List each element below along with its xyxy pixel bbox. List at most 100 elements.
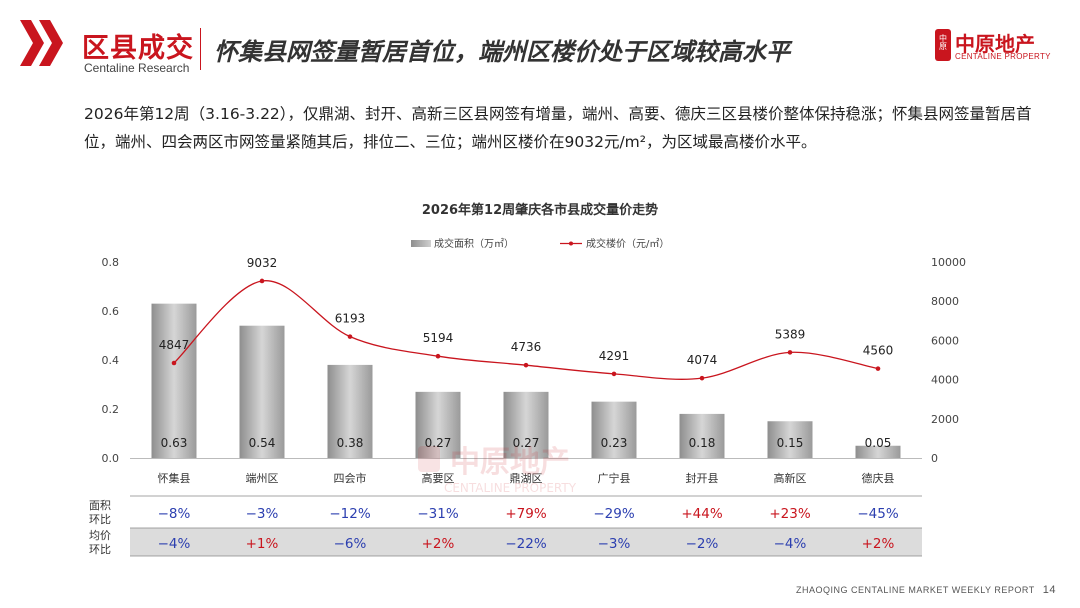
table-row-label: 面积 — [89, 499, 111, 512]
price-value-label: 4291 — [599, 349, 630, 363]
price-point — [435, 353, 441, 359]
section-subtitle: Centaline Research — [84, 61, 190, 75]
legend-bar-swatch — [411, 240, 431, 247]
y-left-tick-label: 0.0 — [102, 452, 120, 465]
table-cell: +2% — [862, 536, 895, 552]
bar-value-label: 0.18 — [689, 436, 716, 450]
price-point — [699, 375, 705, 381]
y-right-tick-label: 4000 — [931, 374, 959, 387]
table-cell: −3% — [246, 506, 279, 522]
y-left-tick-label: 0.2 — [102, 403, 120, 416]
x-tick-label: 高要区 — [422, 471, 455, 485]
price-line — [173, 280, 879, 380]
price-value-label: 5389 — [775, 327, 806, 341]
bar-value-label: 0.63 — [161, 436, 188, 450]
header-divider — [200, 28, 201, 70]
y-right-tick-label: 8000 — [931, 295, 959, 308]
logo-text-cn: 中原地产 — [955, 32, 1035, 56]
price-value-label: 5194 — [423, 331, 454, 345]
chart-title: 2026年第12周肇庆各市县成交量价走势 — [422, 202, 658, 218]
legend-bar-label: 成交面积（万㎡） — [434, 237, 514, 250]
y-left-tick-label: 0.4 — [102, 354, 120, 367]
x-tick-label: 鼎湖区 — [510, 472, 543, 485]
table-cell: −6% — [334, 536, 367, 552]
price-point — [787, 350, 793, 355]
table-cell: −2% — [686, 536, 719, 552]
bar-value-label: 0.38 — [337, 436, 364, 450]
footer: ZHAOQING CENTALINE MARKET WEEKLY REPORT 1… — [796, 584, 1056, 596]
watermark-text-cn: 中原地产 — [450, 445, 570, 480]
table-cell: −8% — [158, 506, 191, 522]
price-point — [523, 362, 529, 368]
bar — [415, 391, 461, 458]
bar-value-label: 0.27 — [513, 436, 540, 450]
x-tick-label: 高新区 — [774, 471, 807, 485]
price-point — [611, 371, 617, 377]
table-cell: −12% — [329, 506, 370, 522]
y-right-tick-label: 6000 — [931, 334, 959, 347]
price-value-label: 6193 — [335, 312, 366, 326]
table-row-label: 均价 — [89, 529, 111, 542]
watermark-logo-icon — [418, 446, 440, 472]
table-cell: +2% — [422, 536, 455, 552]
bar-value-label: 0.15 — [777, 436, 804, 450]
bar — [503, 391, 549, 458]
bar — [767, 421, 813, 458]
table-cell: −31% — [417, 506, 458, 522]
table-cell: +44% — [681, 506, 722, 522]
bar-value-label: 0.05 — [865, 436, 892, 450]
bar — [679, 413, 725, 458]
centaline-logo-icon: 中原 — [935, 29, 951, 61]
price-point — [875, 366, 881, 371]
logo-seal-text: 中原 — [939, 33, 948, 50]
summary-paragraph: 2026年第12周（3.16-3.22），仅鼎湖、封开、高新三区县网签有增量，端… — [84, 105, 1032, 151]
bar — [151, 303, 197, 458]
bar-value-label: 0.23 — [601, 436, 628, 450]
table-cell: +23% — [769, 506, 810, 522]
bar — [239, 325, 285, 458]
y-left-tick-label: 0.8 — [102, 256, 120, 269]
chevron-logo-icon — [20, 20, 63, 66]
logo-text-en: CENTALINE PROPERTY — [955, 52, 1051, 61]
x-tick-label: 德庆县 — [862, 471, 895, 485]
table-cell: −3% — [598, 536, 631, 552]
legend-line-marker — [569, 241, 573, 246]
legend-line-label: 成交楼价（元/㎡） — [586, 237, 669, 250]
table-cell: −29% — [593, 506, 634, 522]
x-tick-label: 四会市 — [334, 471, 367, 485]
price-point — [347, 334, 353, 339]
table-row-bg — [130, 528, 922, 556]
y-right-tick-label: 10000 — [931, 256, 966, 269]
table-cell: −45% — [857, 506, 898, 522]
table-cell: +79% — [505, 506, 546, 522]
y-right-tick-label: 0 — [931, 452, 938, 465]
bar — [327, 364, 373, 458]
price-value-label: 4847 — [159, 338, 190, 352]
x-tick-label: 怀集县 — [158, 471, 191, 485]
table-row-label: 环比 — [89, 513, 111, 526]
bar — [855, 445, 901, 458]
watermark-text-en: CENTALINE PROPERTY — [444, 481, 577, 495]
price-value-label: 4736 — [511, 340, 542, 354]
page-number: 14 — [1042, 584, 1056, 596]
bar — [591, 401, 637, 458]
table-cell: −22% — [505, 536, 546, 552]
price-value-label: 4074 — [687, 353, 718, 367]
bar-value-label: 0.54 — [249, 436, 276, 450]
y-right-tick-label: 2000 — [931, 413, 959, 426]
price-point — [171, 360, 177, 366]
price-point — [259, 278, 265, 284]
section-title: 区县成交 — [82, 33, 194, 64]
price-value-label: 9032 — [247, 256, 278, 270]
table-row-label: 环比 — [89, 543, 111, 556]
x-tick-label: 广宁县 — [598, 471, 631, 485]
y-left-tick-label: 0.6 — [102, 305, 120, 318]
bar-value-label: 0.27 — [425, 436, 452, 450]
table-cell: −4% — [158, 536, 191, 552]
table-cell: +1% — [246, 536, 279, 552]
page-headline: 怀集县网签量暂居首位，端州区楼价处于区域较高水平 — [214, 38, 790, 66]
table-cell: −4% — [774, 536, 807, 552]
price-value-label: 4560 — [863, 344, 894, 358]
x-tick-label: 封开县 — [686, 471, 719, 485]
